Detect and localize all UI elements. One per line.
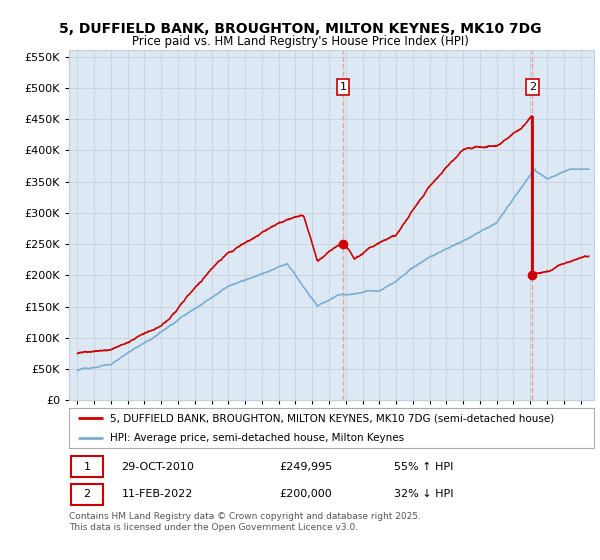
Text: HPI: Average price, semi-detached house, Milton Keynes: HPI: Average price, semi-detached house,…: [110, 432, 404, 442]
Text: 29-OCT-2010: 29-OCT-2010: [121, 462, 194, 472]
Text: 1: 1: [340, 82, 346, 92]
Text: 2: 2: [83, 489, 91, 499]
FancyBboxPatch shape: [71, 456, 103, 478]
Text: 55% ↑ HPI: 55% ↑ HPI: [395, 462, 454, 472]
Text: £200,000: £200,000: [279, 489, 332, 499]
Text: 1: 1: [83, 462, 91, 472]
Text: 11-FEB-2022: 11-FEB-2022: [121, 489, 193, 499]
Text: 5, DUFFIELD BANK, BROUGHTON, MILTON KEYNES, MK10 7DG (semi-detached house): 5, DUFFIELD BANK, BROUGHTON, MILTON KEYN…: [110, 413, 554, 423]
Text: 5, DUFFIELD BANK, BROUGHTON, MILTON KEYNES, MK10 7DG: 5, DUFFIELD BANK, BROUGHTON, MILTON KEYN…: [59, 22, 541, 36]
Text: Price paid vs. HM Land Registry's House Price Index (HPI): Price paid vs. HM Land Registry's House …: [131, 35, 469, 48]
Text: 32% ↓ HPI: 32% ↓ HPI: [395, 489, 454, 499]
FancyBboxPatch shape: [71, 483, 103, 505]
Text: 2: 2: [529, 82, 536, 92]
Text: £249,995: £249,995: [279, 462, 332, 472]
Text: Contains HM Land Registry data © Crown copyright and database right 2025.
This d: Contains HM Land Registry data © Crown c…: [69, 512, 421, 532]
